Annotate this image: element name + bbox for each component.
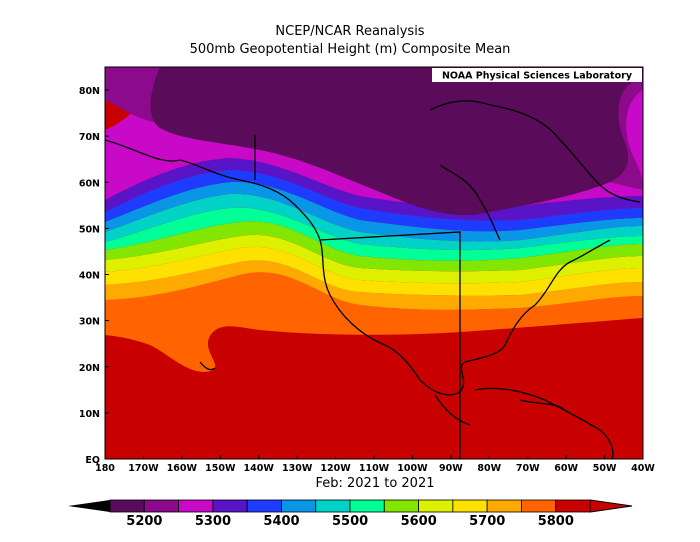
colorbar-swatch (315, 499, 351, 513)
lat-label: 60N (79, 178, 100, 189)
colorbar (68, 499, 633, 513)
colorbar-under-arrow (68, 500, 110, 512)
colorbar-label: 5400 (263, 514, 300, 529)
lat-label: 50N (79, 224, 100, 235)
colorbar-label: 5800 (537, 514, 574, 529)
colorbar-swatch (486, 499, 522, 513)
lon-label: 120W (320, 463, 351, 474)
colorbar-swatch (452, 499, 488, 513)
colorbar-label: 5300 (194, 514, 232, 529)
lat-label: 20N (79, 363, 100, 374)
colorbar-swatch (246, 499, 282, 513)
lon-labels: 180 170W 160W 150W 140W 130W 120W 110W 100W 90W 80… (95, 455, 655, 474)
period-label: Feb: 2021 to 2021 (315, 476, 435, 491)
colorbar-swatch (178, 499, 214, 513)
colorbar-over-arrow (589, 499, 633, 513)
band-5300 (105, 158, 643, 221)
band-5550 (105, 221, 643, 272)
colorbar-swatch (212, 499, 248, 513)
lat-label: 80N (79, 86, 100, 97)
lon-label: 90W (439, 463, 463, 474)
lon-label: 60W (554, 463, 578, 474)
lon-label: 70W (516, 463, 540, 474)
lon-label: 140W (244, 463, 275, 474)
lon-label: 130W (282, 463, 313, 474)
lon-label: 80W (477, 463, 501, 474)
lon-label: 170W (128, 463, 159, 474)
colorbar-swatch (281, 499, 317, 513)
lat-labels: 80N 70N 60N 50N 40N 30N 20N 10N EQ (79, 86, 109, 466)
lon-label: 150W (205, 463, 236, 474)
coastlines (105, 100, 641, 459)
colorbar-swatch (418, 499, 454, 513)
credit-box: NOAA Physical Sciences Laboratory (432, 68, 642, 82)
band-5450 (105, 193, 643, 251)
colorbar-label: 5600 (400, 514, 437, 529)
credit-text: NOAA Physical Sciences Laboratory (442, 71, 633, 82)
map-title: NCEP/NCAR Reanalysis (275, 24, 425, 39)
lon-label: 110W (359, 463, 390, 474)
colorbar-swatch (109, 499, 145, 513)
band-5600 (105, 234, 643, 284)
colorbar-label: 5200 (126, 514, 163, 529)
lon-label: 160W (167, 463, 198, 474)
band-5350 (105, 170, 643, 232)
band-5500 (105, 207, 643, 261)
colorbar-swatch (349, 499, 385, 513)
lat-label: 40N (79, 271, 100, 282)
height-field (105, 67, 643, 459)
colorbar-label: 5700 (469, 514, 506, 529)
lat-label: 70N (79, 132, 100, 143)
band-5700 (105, 260, 643, 310)
lat-label: 30N (79, 317, 100, 328)
colorbar-swatch (143, 499, 179, 513)
band-5650 (105, 246, 643, 296)
colorbar-swatch (383, 499, 419, 513)
lon-label: 100W (397, 463, 428, 474)
band-5150 (150, 67, 643, 216)
band-5750 (105, 272, 643, 372)
lat-label: EQ (85, 455, 100, 466)
band-5400 (105, 181, 643, 242)
colorbar-label: 5500 (332, 514, 369, 529)
lon-label: 40W (631, 463, 655, 474)
lon-label: 180 (95, 463, 115, 474)
colorbar-swatch (555, 499, 591, 513)
lat-label: 10N (79, 409, 100, 420)
colorbar-swatch (521, 499, 557, 513)
map-subtitle: 500mb Geopotential Height (m) Composite … (189, 42, 511, 57)
lon-label: 50W (593, 463, 617, 474)
